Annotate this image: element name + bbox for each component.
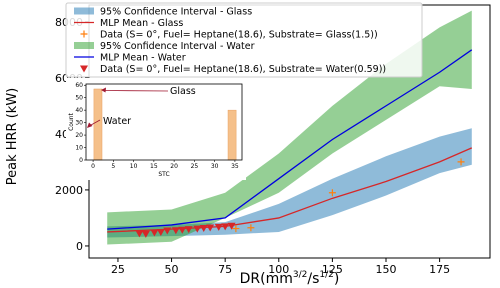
data-point xyxy=(206,224,215,232)
data-point xyxy=(150,229,159,237)
annotation: Water xyxy=(103,116,131,127)
data-point xyxy=(232,225,240,233)
inset-y-tick-label: 30 xyxy=(75,120,83,127)
data-point xyxy=(199,225,208,233)
y-tick-label: 0 xyxy=(76,240,83,253)
inset-frame xyxy=(85,83,243,161)
data-point xyxy=(156,228,165,236)
x-tick-label: 150 xyxy=(375,263,396,276)
legend-label: 95% Confidence Interval - Water xyxy=(100,41,255,52)
inset-x-tick-label: 0 xyxy=(91,163,95,170)
x-axis-label-part: 1/2 xyxy=(319,270,333,280)
legend-box xyxy=(65,2,423,78)
legend-label: MLP Mean - Glass xyxy=(100,18,183,29)
inset-y-tick-label: 60 xyxy=(75,82,83,89)
data-point xyxy=(247,224,255,232)
inset-x-tick-label: 10 xyxy=(130,163,138,170)
data-point xyxy=(328,189,336,197)
data-point xyxy=(214,223,223,231)
data-point xyxy=(227,222,236,230)
inset-y-tick-label: 10 xyxy=(75,145,83,152)
data-point xyxy=(193,225,202,233)
x-axis-label: DR(mm3/2/s1/2) xyxy=(240,270,340,287)
legend-label: MLP Mean - Water xyxy=(100,53,186,64)
data-point xyxy=(184,226,193,234)
data-point xyxy=(457,158,465,166)
data-point xyxy=(141,230,150,238)
data-point xyxy=(171,227,180,235)
data-point xyxy=(163,227,172,235)
legend-label: 95% Confidence Interval - Glass xyxy=(100,7,252,18)
mean-line xyxy=(107,49,473,230)
legend-label: Data (S= 0°, Fuel= Heptane(18.6), Substr… xyxy=(100,30,378,41)
legend-swatch xyxy=(74,42,94,49)
y-tick-label: 2000 xyxy=(55,184,83,197)
inset-x-tick-label: 20 xyxy=(170,163,178,170)
x-axis-label-part: DR(mm xyxy=(240,271,293,287)
data-point xyxy=(80,30,88,38)
inset-y-label: Count xyxy=(68,112,75,130)
inset-x-tick-label: 25 xyxy=(191,163,199,170)
legend-label: Data (S= 0°, Fuel= Heptane(18.6), Substr… xyxy=(100,64,386,75)
x-axis-label-part: /s xyxy=(307,271,319,287)
annotation-arrowhead xyxy=(101,87,107,93)
x-axis-label-part: ) xyxy=(334,271,339,287)
inset-y-tick-label: 40 xyxy=(75,107,83,114)
x-axis-label-part: 3/2 xyxy=(293,270,307,280)
annotation-arrow xyxy=(105,90,169,92)
data-point xyxy=(80,65,88,73)
x-tick-label: 75 xyxy=(218,263,232,276)
data-point xyxy=(221,223,230,231)
inset-y-tick-label: 0 xyxy=(79,157,83,164)
inset-x-tick-label: 15 xyxy=(150,163,158,170)
annotation-arrow xyxy=(90,119,101,126)
legend-swatch xyxy=(74,7,94,15)
inset-bar xyxy=(227,109,237,161)
x-tick-label: 125 xyxy=(322,263,343,276)
annotation: Glass xyxy=(170,86,196,97)
inset-x-tick-label: 5 xyxy=(111,163,115,170)
inset-x-tick-label: 30 xyxy=(211,163,219,170)
x-tick-label: 100 xyxy=(268,263,289,276)
inset-x-label: STC xyxy=(158,171,169,178)
inset-y-tick-label: 50 xyxy=(75,95,83,102)
inset-x-tick-label: 35 xyxy=(231,163,239,170)
inset-bar xyxy=(93,88,103,161)
data-point xyxy=(135,230,144,238)
annotation-arrowhead xyxy=(87,122,93,128)
data-point xyxy=(178,226,187,234)
inset-y-tick-label: 20 xyxy=(75,132,83,139)
x-tick-label: 175 xyxy=(429,263,450,276)
y-axis-label: Peak HRR (kW) xyxy=(5,88,20,186)
x-tick-label: 25 xyxy=(111,263,125,276)
x-tick-label: 50 xyxy=(165,263,179,276)
